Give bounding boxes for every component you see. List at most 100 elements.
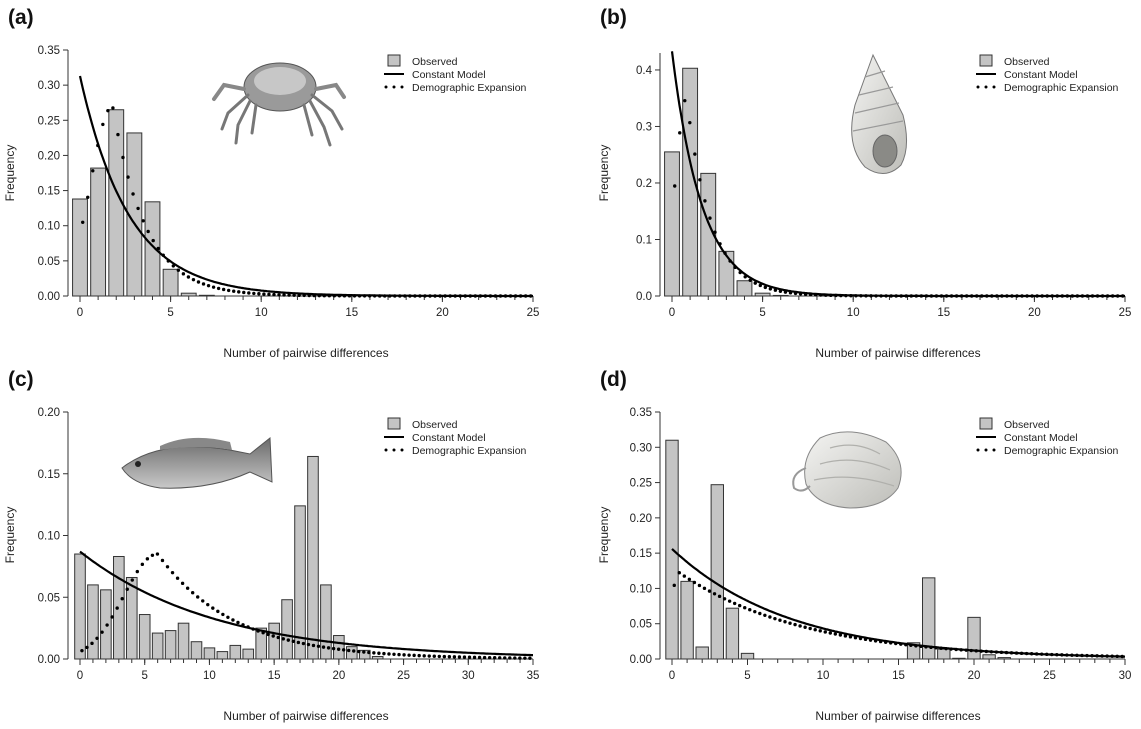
demographic-point [231, 618, 235, 622]
demographic-point [478, 294, 483, 298]
demographic-point [989, 650, 994, 654]
demographic-point [975, 294, 979, 298]
demographic-point [498, 656, 502, 660]
demographic-point [858, 636, 863, 641]
demographic-point [828, 631, 832, 635]
demographic-point [1024, 651, 1029, 656]
demographic-point [166, 259, 170, 263]
demographic-point [939, 646, 943, 650]
demographic-point [150, 553, 155, 557]
y-tick-label: 0.10 [38, 221, 60, 233]
demographic-point [161, 253, 165, 257]
demographic-point [190, 591, 195, 595]
demographic-point [894, 294, 898, 298]
x-tick-label: 15 [345, 307, 358, 319]
demographic-point [1010, 294, 1014, 298]
demographic-point [483, 294, 488, 298]
demographic-point [291, 639, 296, 644]
y-tick-label: 0.05 [630, 619, 652, 631]
demographic-point [873, 639, 878, 643]
demographic-point [934, 646, 938, 650]
demographic-point [487, 655, 492, 660]
demographic-point [367, 294, 372, 298]
x-tick-label: 0 [669, 670, 675, 682]
x-tick-label: 10 [255, 307, 268, 319]
demographic-point [773, 288, 778, 292]
observed-bar [320, 584, 332, 660]
demographic-point [1070, 294, 1075, 298]
demographic-point [788, 621, 792, 625]
legend-demographic: Demographic Expansion [412, 445, 527, 457]
demographic-point [443, 294, 447, 298]
legend-demographic-swatch [384, 448, 404, 452]
observed-bar [682, 67, 699, 297]
observed-bar [967, 616, 981, 660]
demographic-point [788, 291, 793, 295]
demographic-point [1120, 294, 1125, 298]
demographic-point [423, 294, 427, 298]
demographic-point [1105, 294, 1110, 298]
demographic-point [813, 627, 817, 632]
demographic-point [883, 640, 888, 644]
demographic-point [196, 595, 200, 599]
demographic-point [969, 294, 974, 298]
demographic-point [959, 294, 964, 298]
legend-demographic-swatch [384, 85, 404, 89]
y-tick-label: 0.1 [636, 234, 652, 246]
demographic-point [262, 292, 266, 296]
legend-demographic-swatch [976, 85, 996, 89]
demographic-point [86, 195, 90, 200]
demographic-point [939, 294, 944, 298]
observed-bar [371, 656, 384, 660]
demographic-point [482, 655, 487, 660]
demographic-point [155, 552, 160, 556]
demographic-point [508, 294, 513, 298]
observed-bar [307, 455, 319, 660]
demographic-point [1120, 654, 1124, 659]
demographic-point [687, 577, 692, 582]
x-tick-label: 20 [436, 307, 449, 319]
demographic-point [331, 646, 336, 651]
x-tick-label: 5 [167, 307, 173, 319]
demographic-point [833, 632, 838, 636]
demographic-point [878, 639, 883, 644]
legend-demographic-swatch [976, 448, 996, 452]
demographic-point [121, 155, 125, 160]
demographic-point [528, 294, 533, 298]
panel-a: (a) 0.00 0.05 0.10 0.15 0.20 0.25 0.30 0.35 0 5 1… [3, 6, 539, 360]
x-tick-label: 0 [77, 670, 83, 682]
demographic-point [281, 637, 285, 641]
demographic-point [864, 294, 868, 298]
x-tick-label: 30 [1119, 670, 1132, 682]
demographic-point [1004, 650, 1009, 655]
demographic-point [322, 293, 327, 298]
demographic-point [246, 625, 250, 629]
demographic-point [803, 625, 807, 629]
demographic-point [95, 636, 99, 640]
observed-bar [190, 641, 203, 660]
demographic-point [818, 629, 822, 633]
demographic-point [448, 294, 452, 298]
x-ticks: 0 5 10 15 20 25 [669, 296, 1131, 319]
demographic-point [808, 626, 812, 631]
demographic-point [1020, 294, 1024, 298]
demographic-point [417, 653, 421, 658]
y-ticks: 0.00 0.05 0.10 0.15 0.20 [38, 407, 68, 666]
demographic-point [146, 229, 150, 234]
demographic-point [453, 294, 457, 298]
demographic-point [889, 294, 893, 298]
demographic-point [101, 122, 105, 127]
demographic-point [1085, 294, 1090, 298]
demographic-point [778, 289, 783, 293]
demographic-point [311, 643, 316, 648]
demographic-point [1034, 652, 1039, 656]
demographic-point [1040, 294, 1044, 298]
y-tick-label: 0.35 [38, 45, 60, 57]
demographic-point [352, 649, 356, 653]
demographic-point [90, 641, 94, 646]
demographic-point [196, 280, 201, 284]
demographic-point [717, 594, 722, 599]
demographic-expansion-dots [673, 98, 1125, 298]
observed-bar [151, 632, 164, 660]
demographic-point [236, 620, 240, 625]
